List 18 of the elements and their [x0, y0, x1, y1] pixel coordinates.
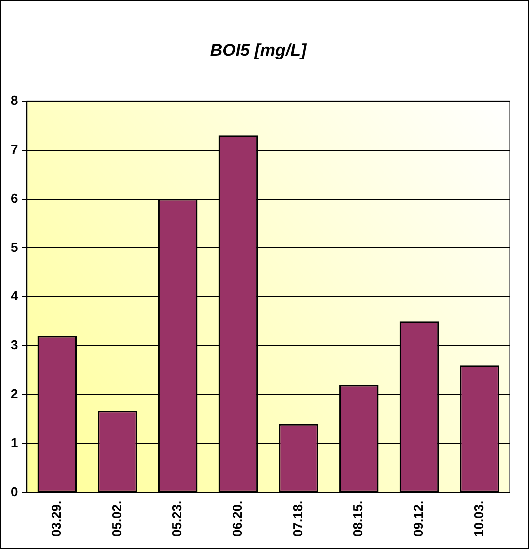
x-tick-label: 10.03. [471, 500, 486, 538]
x-tick-label: 05.23. [170, 500, 185, 538]
y-tick-label: 3 [10, 338, 18, 353]
y-tick-label: 4 [10, 288, 19, 304]
y-tick-label: 8 [10, 92, 18, 108]
x-tick-label: 05.02. [109, 500, 124, 538]
x-tick-label: 08.15. [350, 500, 366, 538]
y-tick-label: 6 [10, 190, 18, 206]
y-tick-label: 7 [10, 142, 18, 157]
x-tick-label: 03.29. [48, 500, 64, 538]
y-tick-label: 5 [10, 240, 18, 255]
y-tick-label: 0 [10, 484, 18, 500]
chart-title: BOI5 [mg/L] [210, 40, 308, 60]
y-tick-label: 1 [10, 436, 18, 451]
x-tick-label: 06.20. [230, 500, 246, 538]
x-tick-label: 07.18. [290, 500, 306, 538]
x-tick-label: 09.12. [411, 500, 426, 538]
y-tick-label: 2 [10, 386, 18, 402]
